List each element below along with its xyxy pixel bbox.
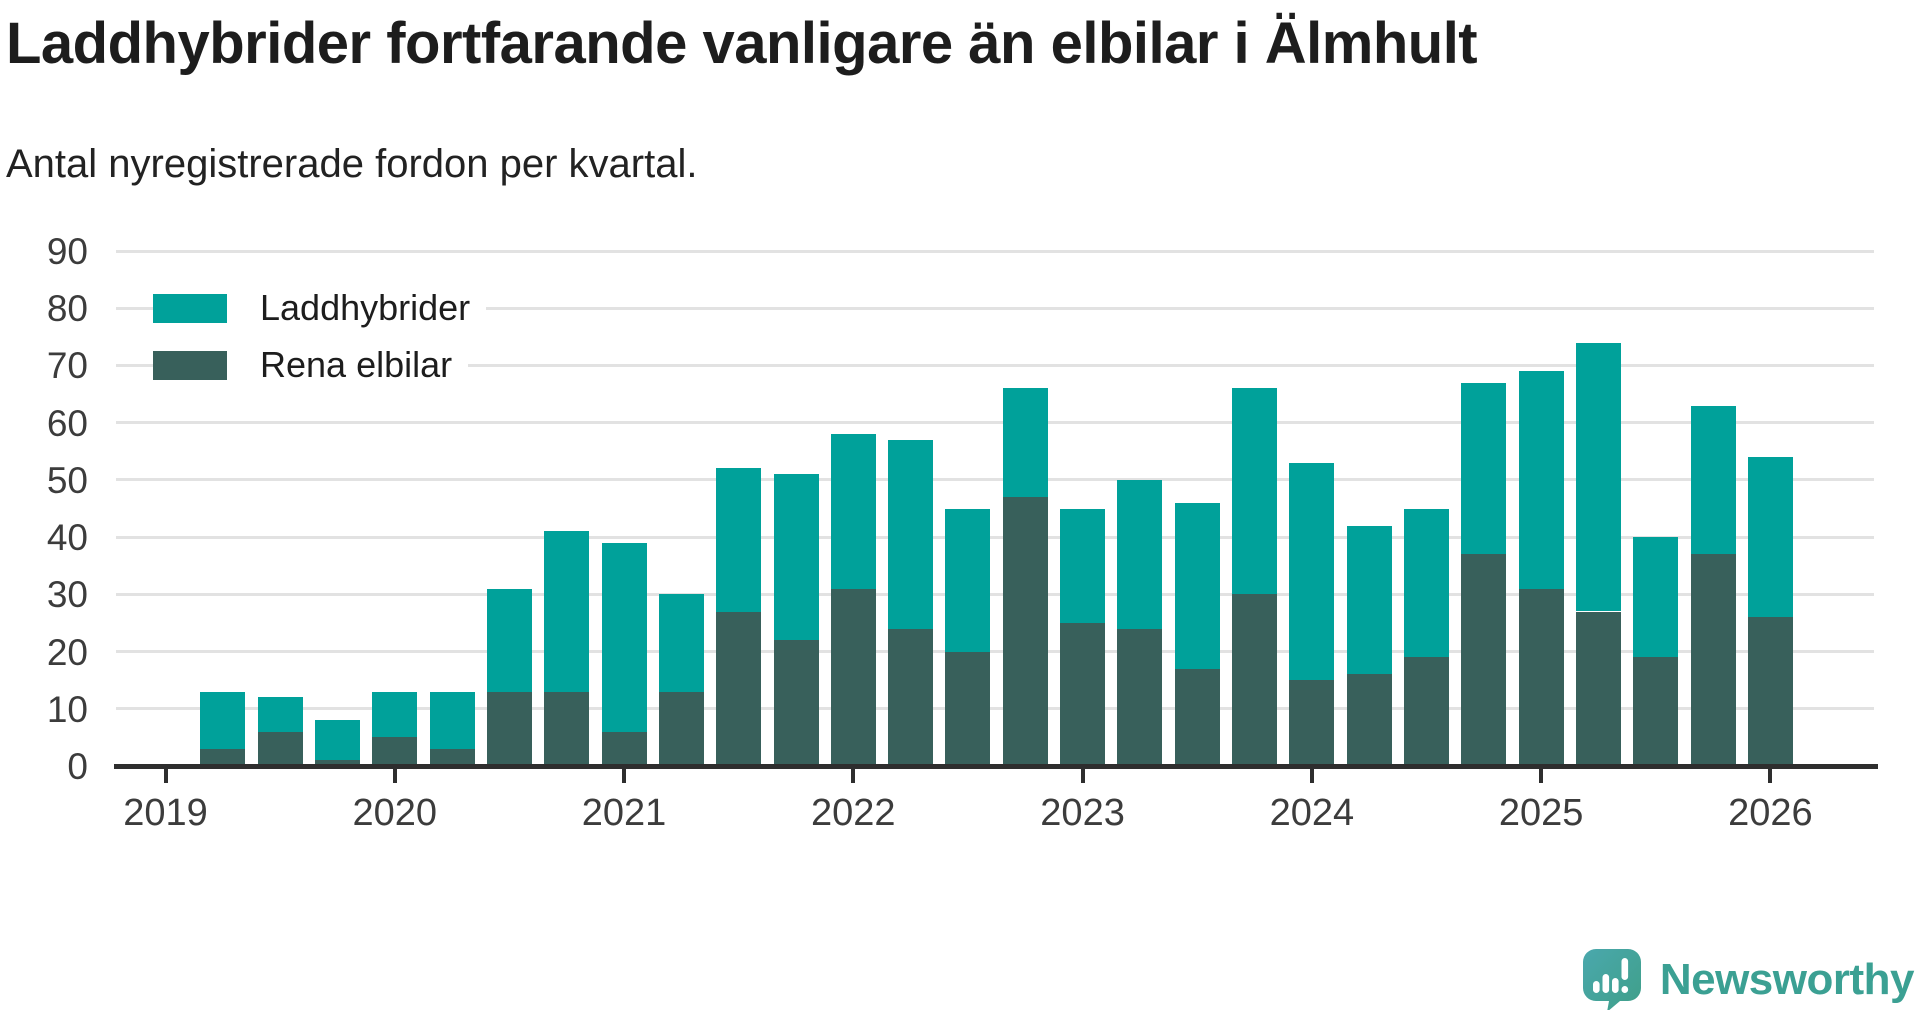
bar-2022-Q3-rena-elbilar <box>945 652 990 766</box>
legend-label: Laddhybrider <box>260 288 470 328</box>
bar-2020-Q1-laddhybrider <box>372 692 417 738</box>
bar-2024-Q3-rena-elbilar <box>1404 657 1449 766</box>
legend-item-rena-elbilar: Rena elbilar <box>153 345 468 385</box>
x-axis-tick-2021 <box>622 768 626 783</box>
bar-2023-Q4-rena-elbilar <box>1232 594 1277 766</box>
x-axis-label-2022: 2022 <box>773 794 933 832</box>
bar-2025-Q1-rena-elbilar <box>1519 589 1564 766</box>
bar-2020-Q4-laddhybrider <box>544 531 589 691</box>
bar-2024-Q3-laddhybrider <box>1404 509 1449 658</box>
bar-2019-Q2-laddhybrider <box>200 692 245 749</box>
y-axis-label-10: 10 <box>28 691 88 728</box>
bar-2021-Q4-rena-elbilar <box>774 640 819 766</box>
bar-2021-Q1-laddhybrider <box>602 543 647 732</box>
y-axis-label-40: 40 <box>28 519 88 556</box>
bar-2019-Q4-laddhybrider <box>315 720 360 760</box>
bar-2023-Q4-laddhybrider <box>1232 388 1277 594</box>
bar-2020-Q4-rena-elbilar <box>544 692 589 766</box>
x-axis-label-2026: 2026 <box>1690 794 1850 832</box>
bar-2024-Q1-laddhybrider <box>1289 463 1334 680</box>
bar-2023-Q1-laddhybrider <box>1060 509 1105 623</box>
bar-2022-Q4-rena-elbilar <box>1003 497 1048 766</box>
bar-2022-Q2-laddhybrider <box>888 440 933 629</box>
newsworthy-wordmark: Newsworthy <box>1660 955 1914 1005</box>
x-axis-label-2020: 2020 <box>315 794 475 832</box>
x-axis-tick-2020 <box>393 768 397 783</box>
x-axis-tick-2019 <box>164 768 168 783</box>
y-axis-label-0: 0 <box>28 748 88 785</box>
bar-2021-Q3-rena-elbilar <box>716 612 761 766</box>
y-axis-label-20: 20 <box>28 634 88 671</box>
bar-2024-Q2-laddhybrider <box>1347 526 1392 675</box>
bar-2019-Q3-laddhybrider <box>258 697 303 731</box>
legend-swatch-rena-elbilar <box>153 351 227 380</box>
bar-2023-Q3-laddhybrider <box>1175 503 1220 669</box>
gridline-90 <box>116 250 1874 253</box>
bar-2021-Q3-laddhybrider <box>716 468 761 611</box>
bar-2022-Q1-rena-elbilar <box>831 589 876 766</box>
y-axis-label-60: 60 <box>28 405 88 442</box>
bar-2023-Q2-laddhybrider <box>1117 480 1162 629</box>
bar-2025-Q4-rena-elbilar <box>1691 554 1736 766</box>
legend-swatch-laddhybrider <box>153 294 227 323</box>
bar-2022-Q2-rena-elbilar <box>888 629 933 766</box>
y-axis-label-90: 90 <box>28 233 88 270</box>
bar-2024-Q2-rena-elbilar <box>1347 674 1392 766</box>
bar-2020-Q2-laddhybrider <box>430 692 475 749</box>
bar-2025-Q1-laddhybrider <box>1519 371 1564 588</box>
bar-2025-Q2-rena-elbilar <box>1576 612 1621 766</box>
bar-2025-Q2-laddhybrider <box>1576 343 1621 612</box>
bar-2023-Q3-rena-elbilar <box>1175 669 1220 766</box>
bar-2019-Q3-rena-elbilar <box>258 732 303 766</box>
y-axis-label-50: 50 <box>28 462 88 499</box>
newsworthy-logo: Newsworthy <box>1582 948 1914 1010</box>
chart-subtitle: Antal nyregistrerade fordon per kvartal. <box>6 142 1606 187</box>
chart-title: Laddhybrider fortfarande vanligare än el… <box>6 10 1806 77</box>
bar-2024-Q1-rena-elbilar <box>1289 680 1334 766</box>
bar-2022-Q4-laddhybrider <box>1003 388 1048 497</box>
bar-2020-Q3-rena-elbilar <box>487 692 532 766</box>
x-axis-tick-2024 <box>1310 768 1314 783</box>
x-axis-label-2024: 2024 <box>1232 794 1392 832</box>
bar-2023-Q2-rena-elbilar <box>1117 629 1162 766</box>
bar-2021-Q2-rena-elbilar <box>659 692 704 766</box>
bar-2021-Q1-rena-elbilar <box>602 732 647 766</box>
bar-2022-Q1-laddhybrider <box>831 434 876 588</box>
bar-2026-Q1-rena-elbilar <box>1748 617 1793 766</box>
x-axis-tick-2025 <box>1539 768 1543 783</box>
y-axis-label-30: 30 <box>28 576 88 613</box>
bar-2024-Q4-rena-elbilar <box>1461 554 1506 766</box>
legend-item-laddhybrider: Laddhybrider <box>153 288 486 328</box>
x-axis-label-2025: 2025 <box>1461 794 1621 832</box>
bar-2021-Q4-laddhybrider <box>774 474 819 640</box>
x-axis-label-2023: 2023 <box>1003 794 1163 832</box>
bar-2024-Q4-laddhybrider <box>1461 383 1506 555</box>
chart-figure: Laddhybrider fortfarande vanligare än el… <box>0 0 1920 1010</box>
bar-2025-Q3-rena-elbilar <box>1633 657 1678 766</box>
bar-2020-Q3-laddhybrider <box>487 589 532 692</box>
bar-2026-Q1-laddhybrider <box>1748 457 1793 617</box>
bar-2023-Q1-rena-elbilar <box>1060 623 1105 766</box>
x-axis-tick-2023 <box>1081 768 1085 783</box>
y-axis-label-70: 70 <box>28 347 88 384</box>
x-axis-line <box>114 764 1878 769</box>
x-axis-tick-2026 <box>1768 768 1772 783</box>
x-axis-label-2019: 2019 <box>86 794 246 832</box>
y-axis-label-80: 80 <box>28 290 88 327</box>
bar-2025-Q4-laddhybrider <box>1691 406 1736 555</box>
bar-2025-Q3-laddhybrider <box>1633 537 1678 657</box>
x-axis-tick-2022 <box>851 768 855 783</box>
bar-2021-Q2-laddhybrider <box>659 594 704 691</box>
newsworthy-speech-bubble-chart-icon <box>1582 948 1642 1010</box>
legend-label: Rena elbilar <box>260 345 452 385</box>
bar-2020-Q1-rena-elbilar <box>372 737 417 766</box>
x-axis-label-2021: 2021 <box>544 794 704 832</box>
bar-2022-Q3-laddhybrider <box>945 509 990 652</box>
